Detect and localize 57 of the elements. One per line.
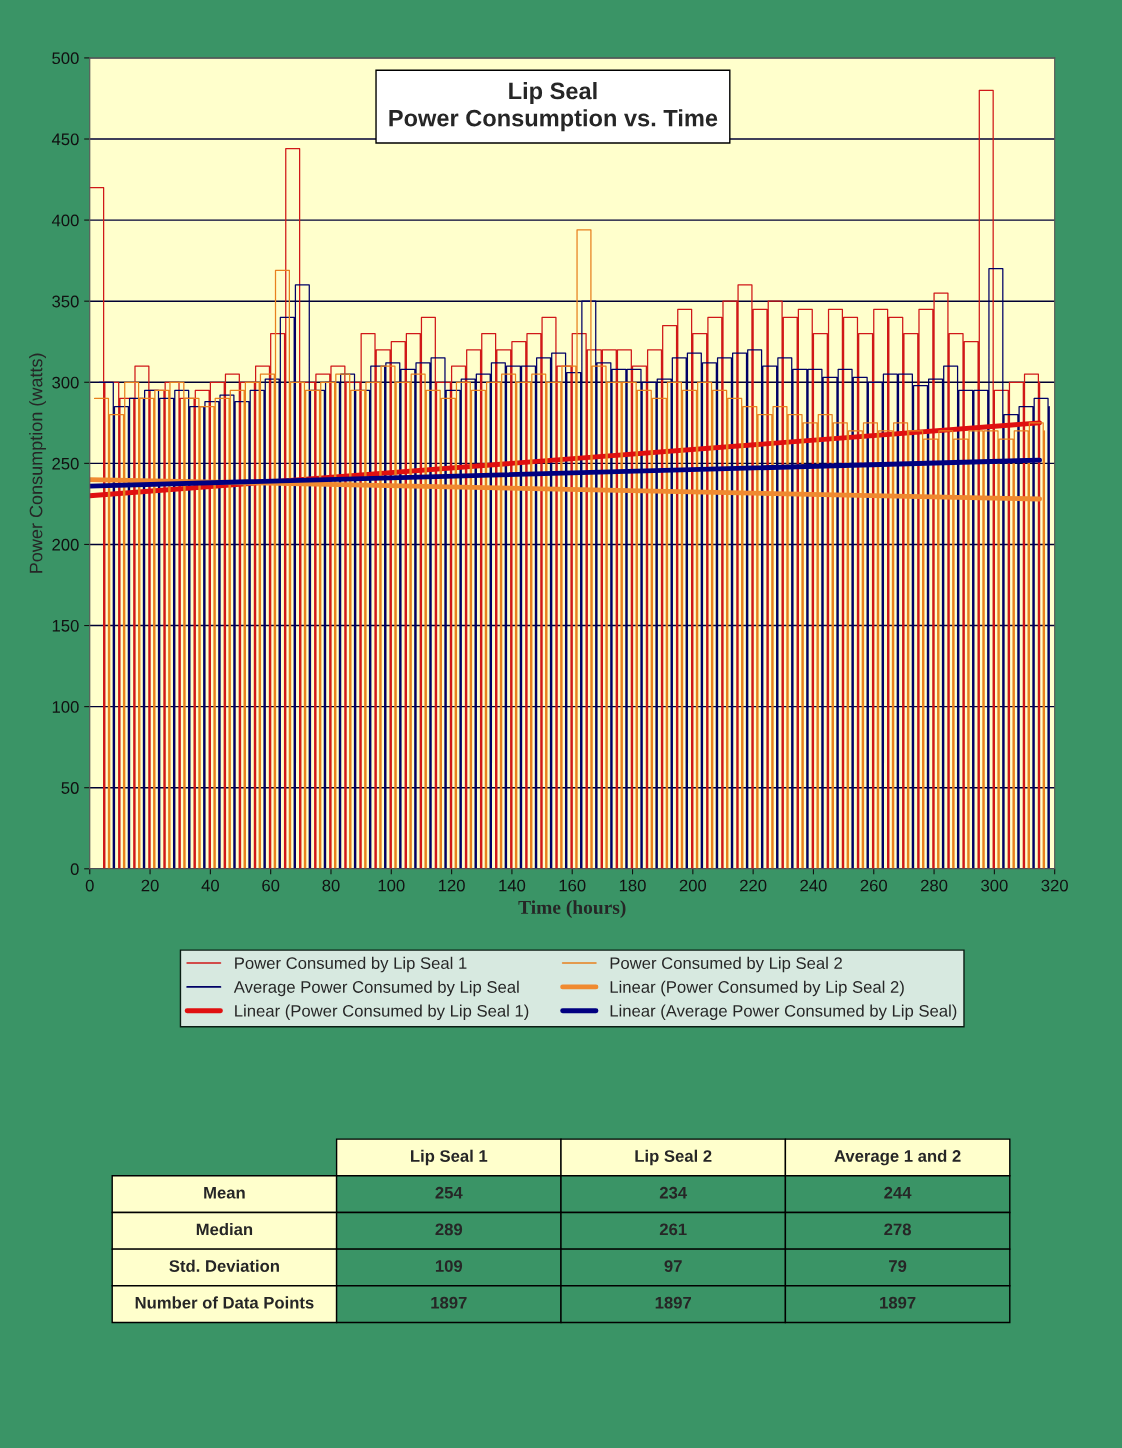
- x-tick-label: 40: [201, 879, 219, 892]
- legend-label: Linear (Average Power Consumed by Lip Seal): [610, 1004, 957, 1021]
- text: 109: [435, 1260, 463, 1272]
- x-tick-label: 260: [860, 879, 888, 892]
- y-tick-label: 350: [52, 295, 79, 308]
- y-tick-label: 400: [51, 214, 79, 227]
- text: Lip Seal: [509, 82, 597, 105]
- x-tick-label: 0: [85, 879, 94, 892]
- text: 234: [659, 1186, 688, 1199]
- x-tick-label: 180: [619, 879, 646, 892]
- text: 254: [435, 1186, 463, 1199]
- y-tick-label: 200: [52, 538, 79, 551]
- text: Number of Data Points: [135, 1296, 314, 1309]
- y-tick-label: 150: [52, 619, 79, 632]
- legend-label: Power Consumed by Lip Seal 2: [610, 956, 842, 973]
- x-axis-title: Time (hours): [518, 900, 626, 918]
- legend-label: Average Power Consumed by Lip Seal: [233, 980, 519, 997]
- x-tick-label: 320: [1041, 879, 1068, 892]
- text: Mean: [204, 1186, 245, 1199]
- x-tick-label: 140: [499, 879, 526, 892]
- x-tick-label: 200: [679, 879, 707, 892]
- legend-label: Linear (Power Consumed by Lip Seal 1): [235, 1004, 529, 1021]
- y-tick-label: 300: [52, 376, 79, 389]
- y-tick-label: 50: [61, 782, 79, 794]
- text: 289: [435, 1223, 463, 1236]
- x-tick-label: 240: [800, 879, 827, 892]
- y-axis-title: Power Consumption (watts): [29, 353, 46, 573]
- legend-label: Power Consumed by Lip Seal 1: [235, 956, 467, 973]
- x-tick-label: 120: [438, 879, 465, 892]
- text: Average 1 and 2: [834, 1149, 961, 1166]
- y-tick-label: 450: [51, 133, 79, 146]
- x-tick-label: 80: [322, 879, 340, 892]
- x-tick-label: 300: [981, 879, 1008, 892]
- text: Lip Seal 2: [635, 1149, 712, 1166]
- y-tick-label: 100: [52, 701, 79, 713]
- text: 278: [884, 1223, 911, 1236]
- y-tick-label: 250: [52, 457, 79, 470]
- text: 1897: [880, 1296, 916, 1309]
- x-tick-label: 220: [740, 879, 767, 892]
- y-tick-label: 0: [70, 863, 79, 875]
- text: 1897: [431, 1296, 467, 1309]
- text: Power Consumption vs. Time: [389, 109, 718, 132]
- y-tick-label: 500: [52, 52, 79, 65]
- x-tick-label: 160: [559, 879, 586, 892]
- text: 244: [884, 1186, 912, 1199]
- text: Lip Seal 1: [411, 1149, 488, 1166]
- text: 97: [664, 1260, 682, 1272]
- x-tick-label: 60: [262, 879, 280, 892]
- x-tick-label: 280: [921, 879, 948, 892]
- text: 79: [889, 1260, 907, 1272]
- text: Std. Deviation: [169, 1259, 279, 1272]
- legend-label: Linear (Power Consumed by Lip Seal 2): [610, 980, 904, 997]
- text: 261: [659, 1223, 687, 1236]
- text: 1897: [655, 1296, 692, 1309]
- x-tick-label: 100: [378, 879, 405, 892]
- x-tick-label: 20: [141, 879, 159, 892]
- text: Median: [196, 1223, 253, 1236]
